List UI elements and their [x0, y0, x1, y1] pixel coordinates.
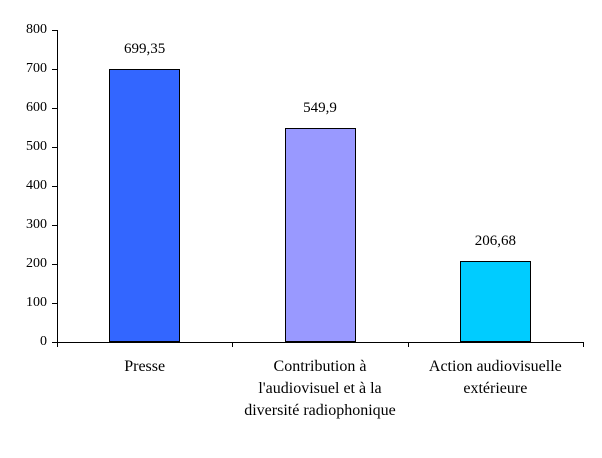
y-axis-tick — [52, 69, 57, 70]
y-axis-tick — [52, 186, 57, 187]
y-axis-tick — [52, 30, 57, 31]
y-axis-tick — [52, 303, 57, 304]
category-label: Contribution à l'audiovisuel et à la diver… — [232, 356, 407, 422]
y-axis-line — [57, 30, 58, 343]
y-axis-tick-label: 500 — [26, 139, 47, 154]
y-axis-tick — [52, 108, 57, 109]
category-label-line: Presse — [124, 358, 166, 375]
category-label-line: Action audiovisuelle — [428, 358, 562, 375]
y-axis-tick-label: 400 — [26, 178, 47, 193]
y-axis-tick-label: 200 — [26, 256, 47, 271]
x-axis-tick — [57, 343, 58, 347]
x-axis-tick — [232, 343, 234, 347]
bar-2 — [284, 128, 356, 342]
y-axis-tick-label: 100 — [26, 295, 47, 310]
y-axis-tick — [52, 342, 57, 343]
bar-value-label: 549,9 — [303, 100, 337, 116]
category-label-line: extérieure — [463, 380, 528, 397]
y-axis-tick-label: 600 — [26, 100, 47, 115]
x-axis-tick — [407, 343, 409, 347]
category-label: Action audiovisuelle extérieure — [408, 356, 583, 400]
y-axis-tick — [52, 147, 57, 148]
category-label-line: diversité radiophonique — [244, 402, 396, 419]
y-axis-tick-label: 0 — [40, 334, 47, 349]
x-axis-tick — [583, 343, 584, 347]
bar-value-label: 206,68 — [474, 233, 516, 249]
bar-value-label: 699,35 — [124, 41, 166, 57]
category-label: Presse — [57, 356, 232, 378]
x-axis-line — [57, 342, 584, 343]
y-axis-tick — [52, 225, 57, 226]
category-label-line: Contribution à — [273, 358, 367, 375]
y-axis-tick-label: 800 — [26, 22, 47, 37]
bar-3 — [459, 261, 531, 342]
plot-area: 699,35 549,9 206,68 — [57, 30, 583, 342]
y-axis-tick-label: 700 — [26, 61, 47, 76]
y-axis-tick — [52, 264, 57, 265]
bar-1 — [109, 69, 181, 342]
y-axis-tick-label: 300 — [26, 217, 47, 232]
category-label-line: l'audiovisuel et à la — [258, 380, 382, 397]
